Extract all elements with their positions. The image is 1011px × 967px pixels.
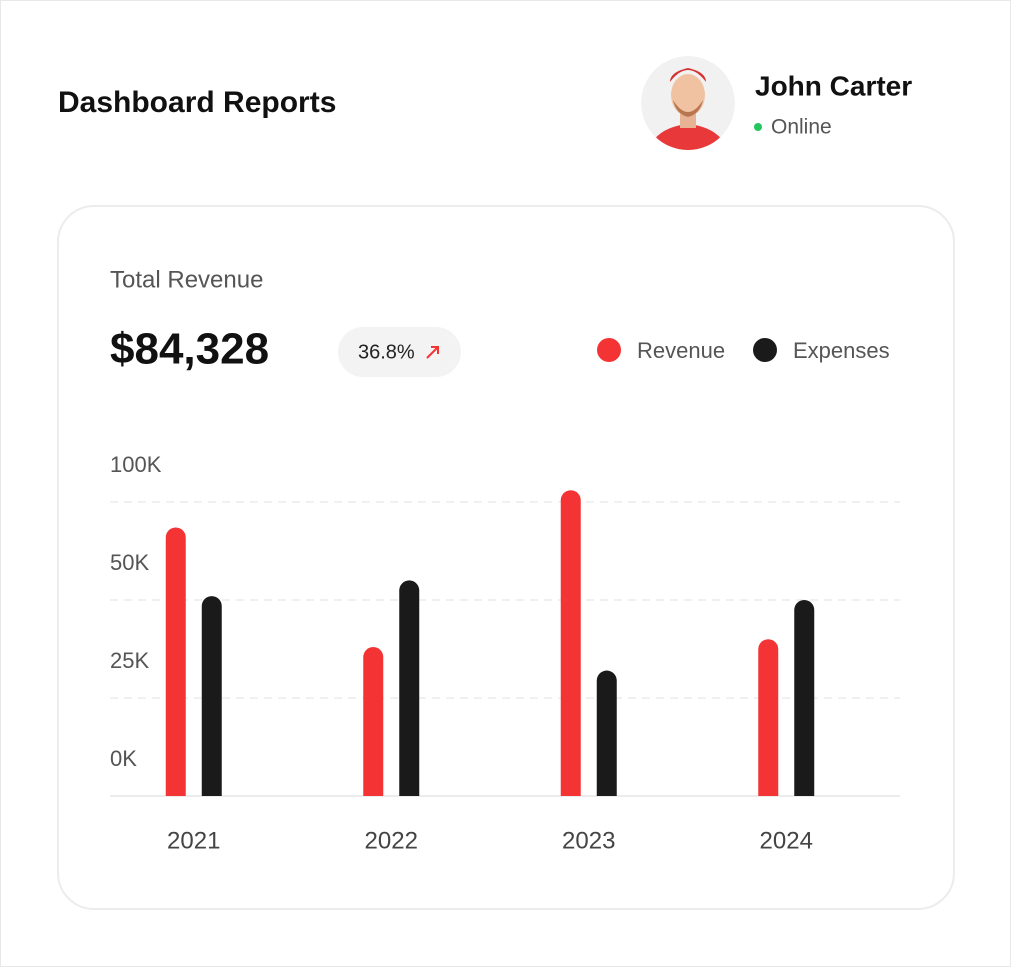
bar — [596, 670, 617, 796]
bar — [363, 647, 384, 796]
x-tick-label: 2024 — [760, 827, 813, 854]
bar — [758, 639, 779, 796]
bar — [201, 596, 222, 796]
change-value: 36.8% — [358, 341, 415, 363]
bar — [399, 580, 420, 796]
page-title: Dashboard Reports — [58, 86, 336, 119]
y-tick-label: 25K — [110, 648, 149, 673]
legend-label: Expenses — [793, 338, 890, 363]
x-tick-label: 2023 — [562, 827, 615, 854]
change-pill — [338, 327, 461, 377]
legend-label: Revenue — [637, 338, 725, 363]
bar — [560, 490, 581, 796]
bar — [794, 600, 815, 796]
legend-swatch — [597, 338, 621, 362]
chart-title: Total Revenue — [110, 266, 263, 293]
user-status: Online — [771, 116, 832, 139]
bar — [165, 527, 186, 796]
avatar[interactable] — [641, 56, 735, 160]
user-name: John Carter — [755, 70, 912, 101]
y-tick-label: 0K — [110, 746, 137, 771]
y-tick-label: 100K — [110, 452, 162, 477]
up-arrow-icon — [426, 346, 439, 359]
legend-swatch — [753, 338, 777, 362]
x-tick-label: 2022 — [365, 827, 418, 854]
y-tick-label: 50K — [110, 550, 149, 575]
total-value: $84,328 — [110, 325, 269, 374]
x-tick-label: 2021 — [167, 827, 220, 854]
chart-card — [57, 205, 955, 910]
status-dot — [754, 123, 762, 131]
